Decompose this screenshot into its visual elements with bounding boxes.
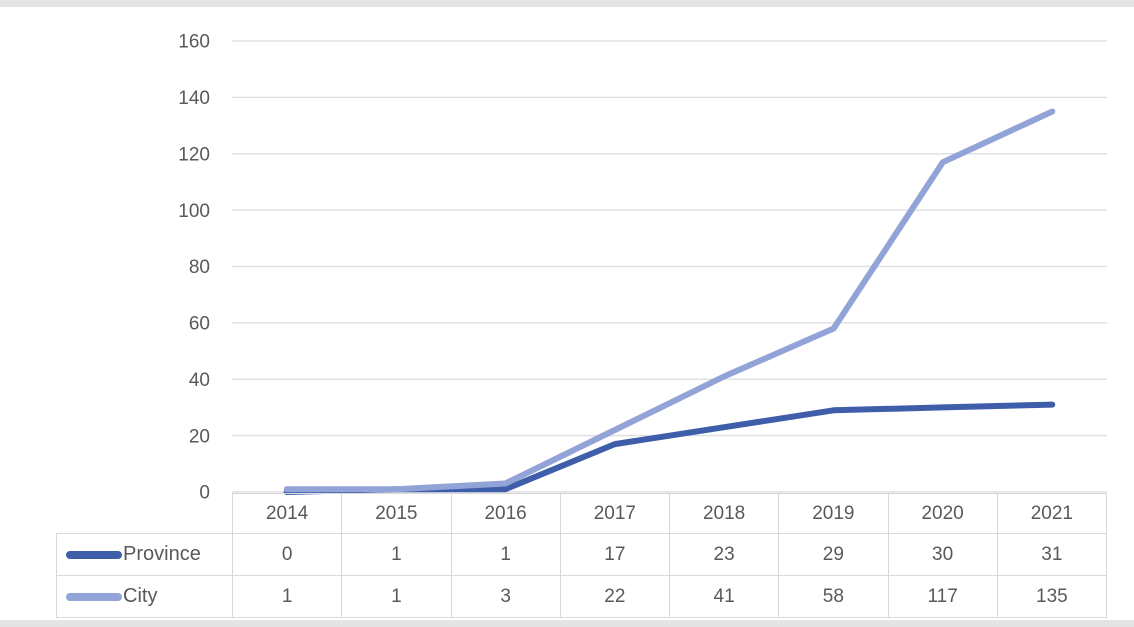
y-axis-tick-label: 140 [178,88,210,109]
y-axis-tick-label: 0 [199,483,210,504]
year-cell: 2015 [341,493,452,534]
page-background-strip-bottom [0,620,1134,627]
value-cell: 135 [996,575,1108,618]
value-cell: 1 [231,575,343,618]
y-axis-tick-labels: 0 20 40 60 80 100 120 140 160 [178,32,210,504]
province-line-key-icon [66,550,122,559]
table-row-city: City 1 1 3 22 41 58 117 135 [56,575,1108,618]
legend-cell-province: Province [56,533,233,576]
y-axis-tick-label: 60 [189,314,210,335]
value-cell: 58 [778,575,889,618]
gridlines [232,40,1107,493]
y-axis-tick-label: 20 [189,426,210,447]
data-table: 2014 2015 2016 2017 2018 2019 2020 2021 Province… [56,493,1108,618]
value-cell: 22 [559,575,671,618]
value-cell: 17 [559,533,671,576]
y-axis-tick-label: 80 [189,257,210,278]
table-row-years: 2014 2015 2016 2017 2018 2019 2020 2021 [57,493,1108,534]
value-cell: 41 [668,575,780,618]
value-cell: 1 [341,575,452,618]
year-cell: 2016 [450,493,561,534]
value-cell: 30 [887,533,998,576]
series-lines [283,108,1056,495]
value-cell: 117 [887,575,998,618]
value-cell: 0 [231,533,343,576]
legend-label: Province [123,543,201,565]
value-cell: 23 [668,533,780,576]
value-cell: 3 [450,575,561,618]
table-row-province: Province 0 1 1 17 23 29 30 31 [56,533,1108,576]
y-axis-tick-label: 120 [178,144,210,165]
y-axis-tick-label: 160 [178,32,210,53]
year-cell: 2021 [996,493,1108,534]
year-cell: 2020 [887,493,998,534]
value-cell: 31 [996,533,1108,576]
value-cell: 1 [450,533,561,576]
year-cell: 2018 [668,493,780,534]
legend-label: City [123,585,158,607]
y-axis-tick-label: 40 [189,370,210,391]
year-cell: 2014 [231,493,343,534]
year-cell: 2019 [778,493,889,534]
page-background-strip-top [0,0,1134,7]
table-corner-blank-cell [57,494,233,534]
city-line-key-icon [66,592,122,601]
province-series-line [283,401,1056,495]
y-axis-tick-label: 100 [178,201,210,222]
value-cell: 1 [341,533,452,576]
value-cell: 29 [778,533,889,576]
legend-cell-city: City [56,575,233,618]
city-series-line [283,108,1056,493]
year-cell: 2017 [559,493,671,534]
